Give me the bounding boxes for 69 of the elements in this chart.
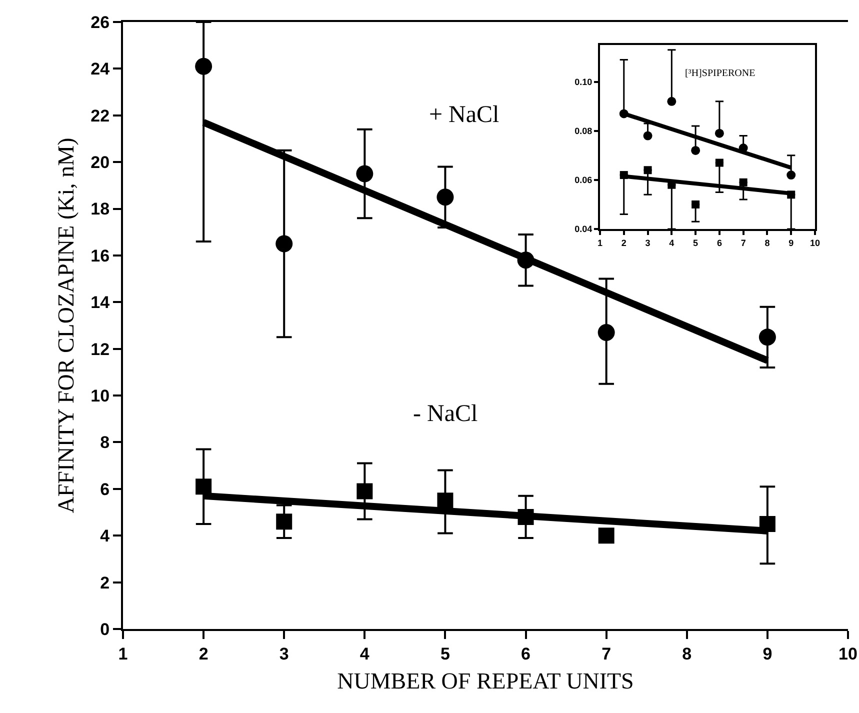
x-tick-label: 2	[621, 238, 626, 248]
point	[758, 328, 776, 346]
text: + NaCl	[429, 102, 500, 128]
point	[715, 158, 724, 167]
x-tick-label: 6	[521, 644, 531, 664]
x-tick-label: 3	[645, 238, 650, 248]
point	[356, 165, 374, 182]
point	[644, 166, 652, 174]
x-tick-label: 2	[198, 644, 208, 664]
y-tick-label: 0.06	[574, 175, 592, 186]
point	[714, 128, 724, 138]
y-tick-label: 16	[90, 246, 110, 266]
y-tick-label: 0.04	[574, 224, 592, 234]
text: - NaCl	[413, 401, 478, 427]
x-tick-label: 9	[788, 238, 794, 248]
point	[786, 170, 796, 180]
y-tick-label: 20	[90, 153, 110, 172]
point	[692, 200, 700, 208]
y-tick-label: 22	[90, 106, 110, 126]
y-tick-label: 0	[100, 620, 110, 639]
y-tick-label: 14	[90, 293, 110, 312]
x-tick-label: 8	[682, 644, 692, 664]
point	[667, 96, 676, 106]
y-tick-label: 18	[90, 200, 110, 219]
point	[598, 528, 614, 544]
x-tick-label: 6	[716, 238, 722, 248]
point	[195, 58, 212, 75]
point	[739, 178, 748, 186]
point	[517, 252, 534, 269]
point	[598, 324, 615, 341]
x-tick-label: 1	[597, 238, 603, 248]
point	[196, 478, 212, 495]
point	[436, 188, 454, 206]
point	[759, 516, 776, 532]
point	[787, 190, 796, 199]
x-tick-label: 4	[669, 238, 674, 248]
point	[619, 109, 628, 118]
point	[518, 508, 534, 525]
point	[691, 146, 700, 155]
y-tick-label: 24	[90, 60, 110, 79]
x-tick-label: 8	[764, 238, 770, 248]
x-tick-label: 7	[602, 644, 612, 664]
x-tick-label: 7	[740, 238, 746, 248]
x-tick-label: 1	[118, 644, 128, 664]
y-axis-title: AFFINITY FOR CLOZAPINE (Ki, nM)	[54, 138, 79, 514]
point	[643, 131, 652, 140]
point	[620, 171, 628, 180]
x-tick-label: 3	[279, 644, 289, 664]
y-tick-label: 12	[90, 340, 110, 359]
y-tick-label: 8	[100, 433, 110, 452]
y-tick-label: 0.10	[574, 76, 592, 87]
x-tick-label: 9	[762, 644, 772, 664]
y-tick-label: 2	[100, 573, 110, 592]
x-tick-label: 5	[440, 644, 450, 664]
y-tick-label: 26	[90, 12, 110, 32]
y-tick-label: 4	[100, 526, 110, 546]
point	[276, 235, 293, 252]
x-tick-label: 5	[693, 238, 698, 248]
point	[437, 492, 454, 509]
y-tick-label: 6	[100, 480, 110, 499]
text: [³H]SPIPERONE	[685, 68, 756, 79]
point	[276, 514, 292, 530]
x-tick-label: 10	[838, 644, 858, 664]
y-tick-label: 10	[90, 386, 110, 406]
x-tick-label: 10	[810, 238, 820, 248]
x-axis-title: NUMBER OF REPEAT UNITS	[337, 668, 634, 694]
y-tick-label: 0.08	[574, 126, 592, 136]
x-tick-label: 4	[360, 644, 370, 664]
point	[356, 483, 373, 500]
